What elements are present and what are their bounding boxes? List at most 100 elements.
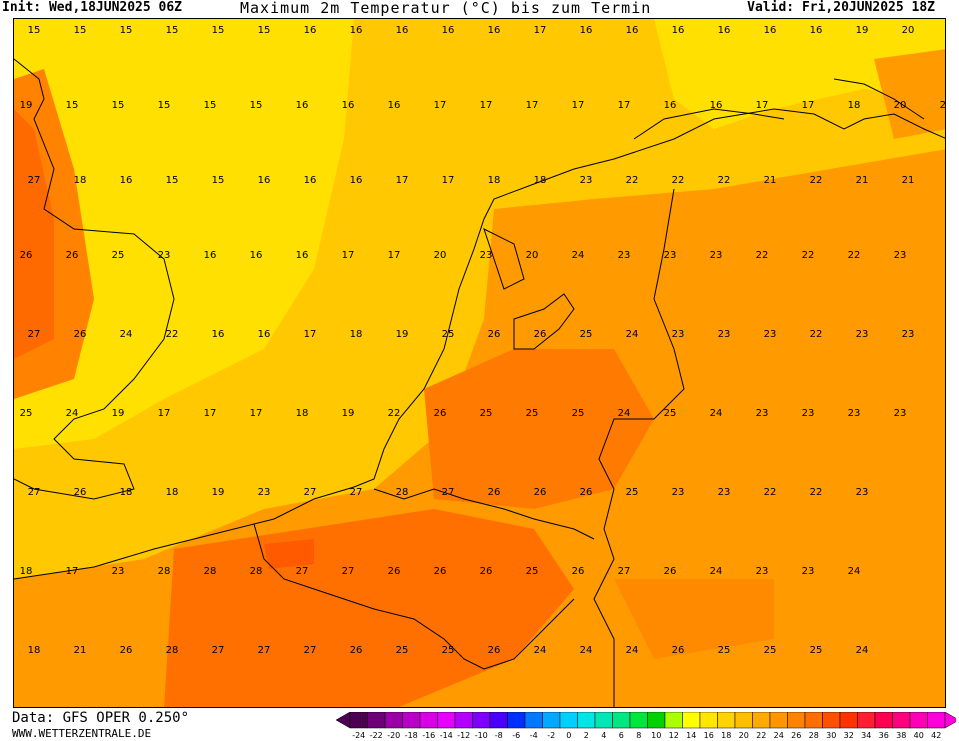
temperature-value: 23 [480, 250, 493, 261]
colorbar-labels: -24 -22 -20 -18 -16 -14 -12 -10 -8 -6 -4 -2 0 2 4 6 8 10 1… [352, 731, 941, 740]
france-belgium-border [253, 523, 575, 670]
temperature-value: 22 [810, 175, 823, 186]
temperature-value: 17 [66, 566, 79, 577]
colorbar-label: -8 [495, 731, 503, 740]
temperature-value: 23 [756, 566, 769, 577]
temperature-value: 25 [572, 408, 585, 419]
temperature-value: 16 [672, 25, 685, 36]
temperature-value: 17 [158, 408, 171, 419]
temperature-value: 17 [204, 408, 217, 419]
temperature-value: 19 [342, 408, 355, 419]
temperature-value: 16 [350, 25, 363, 36]
colorbar-label: 28 [809, 731, 819, 740]
temperature-value: 24 [856, 645, 869, 656]
temperature-value: 25 [580, 329, 593, 340]
temperature-value: 27 [304, 645, 317, 656]
colorbar-min-arrow [336, 712, 351, 729]
colorbar-swatch [437, 712, 456, 729]
temperature-value: 24 [626, 645, 639, 656]
temperature-value: 25 [526, 566, 539, 577]
temperature-value: 15 [212, 175, 225, 186]
temperature-value: 26 [74, 329, 87, 340]
colorbar-label: 34 [861, 731, 871, 740]
temperature-value: 26 [480, 566, 493, 577]
temperature-value: 27 [296, 566, 309, 577]
temperature-value: 26 [488, 329, 501, 340]
colorbar-label: 14 [686, 731, 696, 740]
temperature-value: 25 [526, 408, 539, 419]
temperature-value: 23 [158, 250, 171, 261]
temperature-value: 23 [856, 329, 869, 340]
map-title: Maximum 2m Temperatur (°C) bis zum Termi… [240, 0, 652, 17]
temperature-value: 16 [350, 175, 363, 186]
colorbar-swatch [699, 712, 718, 729]
colorbar-label: 30 [826, 731, 836, 740]
temperature-value: 18 [74, 175, 87, 186]
temperature-value: 23 [112, 566, 125, 577]
temperature-value: 23 [672, 487, 685, 498]
temperature-value: 27 [28, 487, 41, 498]
colorbar-swatch [717, 712, 736, 729]
temperature-value: 15 [166, 25, 179, 36]
temperature-value: 16 [120, 175, 133, 186]
colorbar-swatches [336, 712, 956, 729]
temperature-value: 16 [764, 25, 777, 36]
temperature-value: 23 [848, 408, 861, 419]
temperature-value: 23 [902, 329, 915, 340]
colorbar-swatch [489, 712, 508, 729]
colorbar-swatch [367, 712, 386, 729]
temperature-value: 15 [158, 100, 171, 111]
temperature-value: 19 [20, 100, 33, 111]
temperature-value: 25 [480, 408, 493, 419]
temperature-value: 18 [534, 175, 547, 186]
temperature-value: 25 [20, 408, 33, 419]
colorbar-swatch [454, 712, 473, 729]
temperature-value: 22 [810, 329, 823, 340]
temperature-value: 15 [28, 25, 41, 36]
coastlines [14, 58, 945, 707]
temperature-value: 16 [442, 25, 455, 36]
zone-hot-benelux [424, 349, 654, 509]
colorbar-label: 32 [844, 731, 854, 740]
temperature-value: 18 [28, 645, 41, 656]
temperature-value: 21 [856, 175, 869, 186]
temperature-value: 26 [434, 408, 447, 419]
init-time-label: Init: Wed,18JUN2025 06Z [2, 0, 183, 15]
temperature-value: 27 [212, 645, 225, 656]
temperature-value: 26 [534, 487, 547, 498]
temperature-value: 17 [442, 175, 455, 186]
temperature-value: 20 [902, 25, 915, 36]
colorbar-swatch [349, 712, 368, 729]
zone-cool-sea [14, 19, 354, 449]
temperature-value: 23 [856, 487, 869, 498]
temperature-value: 24 [618, 408, 631, 419]
temperature-value: 26 [120, 645, 133, 656]
temperature-value: 16 [296, 100, 309, 111]
temperature-value: 16 [304, 175, 317, 186]
colorbar-swatch [664, 712, 683, 729]
temperature-value: 22 [718, 175, 731, 186]
temperature-value: 18 [488, 175, 501, 186]
temperature-value: 24 [66, 408, 79, 419]
temperature-value: 22 [672, 175, 685, 186]
colorbar-label: 18 [721, 731, 731, 740]
belgium-netherlands-border [373, 488, 595, 540]
temperature-value: 17 [618, 100, 631, 111]
temperature-value: 23 [672, 329, 685, 340]
germany-netherlands-border [593, 188, 685, 707]
valid-time-label: Valid: Fri,20JUN2025 18Z [747, 0, 935, 15]
temperature-value: 19 [396, 329, 409, 340]
temperature-value: 26 [74, 487, 87, 498]
temperature-value: 17 [756, 100, 769, 111]
temperature-value: 23 [580, 175, 593, 186]
temperature-value: 22 [848, 250, 861, 261]
temperature-value: 24 [626, 329, 639, 340]
temperature-value: 27 [618, 566, 631, 577]
jutland-coast [833, 78, 925, 120]
colorbar-swatch [682, 712, 701, 729]
temperature-value: 16 [718, 25, 731, 36]
temperature-value: 22 [166, 329, 179, 340]
colorbar-swatch [909, 712, 928, 729]
colorbar-swatch [384, 712, 403, 729]
ijsselmeer [513, 293, 575, 350]
